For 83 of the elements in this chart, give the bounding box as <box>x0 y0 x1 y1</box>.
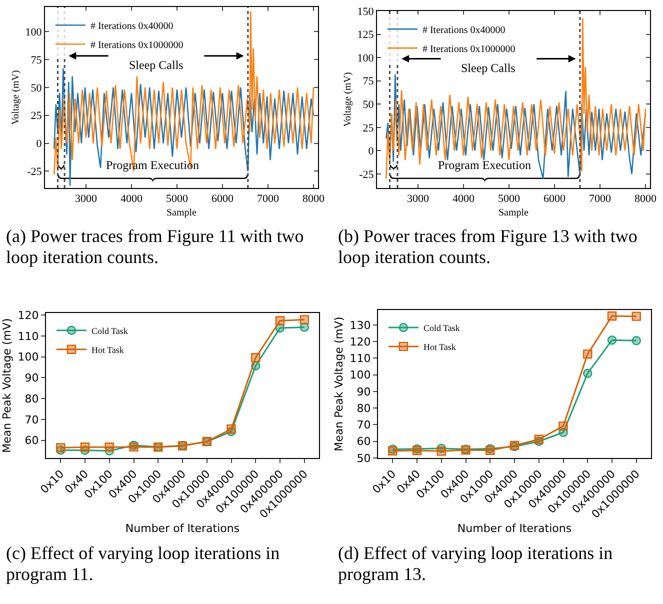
y-tick-label: 80 <box>356 402 371 415</box>
legend-label: Cold Task <box>423 322 460 333</box>
y-tick-label: 0 <box>36 138 42 150</box>
legend-label: # Iterations 0x40000 <box>422 24 506 36</box>
point <box>583 349 592 359</box>
legend-label: Hot Task <box>91 344 124 355</box>
annotation: Sleep Calls <box>461 61 516 75</box>
point <box>632 312 641 321</box>
x-tick-label: 4000 <box>120 193 143 206</box>
line-series <box>385 74 646 180</box>
x-tick-label: 3000 <box>74 193 98 206</box>
y-tick-label: 90 <box>356 385 371 398</box>
annotation: Sleep Calls <box>129 58 184 72</box>
point <box>275 316 285 326</box>
text: (b) Power traces from Figure 13 with two loop iteration counts. <box>337 225 638 268</box>
y-tick-label: 75 <box>30 54 42 66</box>
text: (c) Effect of varying loop iterations in program 11. <box>5 542 281 585</box>
annotation: Program Execution <box>438 158 531 172</box>
y-tick-label: 120 <box>350 335 371 348</box>
y-tick-label: 110 <box>350 352 371 366</box>
x-axis-title: Sample <box>166 208 198 219</box>
line-series <box>385 18 646 180</box>
x-tick-label: 8000 <box>302 193 325 206</box>
y-tick-label: 80 <box>24 392 39 406</box>
point <box>226 424 236 434</box>
y-axis-title: Voltage (mV) <box>10 70 22 125</box>
text: (d) Effect of varying loop iterations in program 13. <box>337 542 614 585</box>
y-tick-label: 75 <box>362 76 374 88</box>
y-tick-label: 50 <box>356 452 371 465</box>
text: (a) Power traces from Figure 11 with two loop iteration counts. <box>5 225 305 268</box>
y-tick-label: -25 <box>27 166 42 178</box>
point <box>80 442 90 452</box>
point <box>104 442 114 452</box>
y-tick-label: 100 <box>350 368 371 382</box>
legend-label: # Iterations 0x1000000 <box>90 40 184 52</box>
y-tick-label: 60 <box>24 434 39 448</box>
y-tick-label: 50 <box>30 82 42 94</box>
point <box>436 446 446 456</box>
legend-label: Hot Task <box>423 342 456 352</box>
y-tick-label: 25 <box>362 122 374 134</box>
x-tick-label: 6000 <box>211 193 234 206</box>
y-tick-label: 0 <box>368 146 374 158</box>
point <box>607 311 617 321</box>
x-tick-label: 5000 <box>498 193 520 206</box>
y-tick-label: 120 <box>18 308 39 322</box>
point <box>632 336 641 346</box>
point <box>56 443 66 452</box>
y-tick-label: -25 <box>359 168 374 181</box>
x-tick-label: 7000 <box>256 193 280 206</box>
y-tick-label: 100 <box>25 26 42 38</box>
x-axis-title: Number of Iterations <box>457 522 572 536</box>
legend-label: Cold Task <box>91 326 128 336</box>
x-tick-label: 4000 <box>452 193 475 206</box>
x-axis-title: Number of Iterations <box>125 522 240 536</box>
y-tick-label: 150 <box>357 6 374 18</box>
point <box>300 315 309 324</box>
x-tick-label: 7000 <box>588 193 612 206</box>
y-tick-label: 70 <box>356 418 371 432</box>
y-axis-title: Mean Peak Voltage (mV) <box>0 318 14 453</box>
y-tick-label: 70 <box>24 413 39 426</box>
legend-label: # Iterations 0x40000 <box>90 21 174 32</box>
y-tick-label: 110 <box>18 330 39 343</box>
y-tick-label: 130 <box>350 318 371 332</box>
y-axis-title: Mean Peak Voltage (mV) <box>332 316 346 452</box>
point <box>558 421 568 431</box>
x-axis-title: Sample <box>498 208 530 219</box>
line-series <box>53 10 314 176</box>
y-tick-label: 90 <box>24 372 39 385</box>
x-tick-label: 5000 <box>166 193 188 206</box>
point <box>583 368 592 378</box>
y-tick-label: 60 <box>356 435 371 448</box>
legend-label: # Iterations 0x1000000 <box>422 44 516 55</box>
point <box>251 353 260 362</box>
y-tick-label: 100 <box>357 52 374 64</box>
y-tick-label: 50 <box>362 99 374 112</box>
x-tick-label: 6000 <box>543 193 566 206</box>
y-tick-label: 25 <box>30 110 42 122</box>
x-tick-label: 3000 <box>406 193 430 206</box>
y-tick-label: 125 <box>357 29 374 42</box>
y-axis-title: Voltage (mV) <box>342 72 354 127</box>
y-tick-label: 100 <box>18 350 39 364</box>
point <box>607 336 617 345</box>
x-tick-label: 8000 <box>634 193 657 206</box>
